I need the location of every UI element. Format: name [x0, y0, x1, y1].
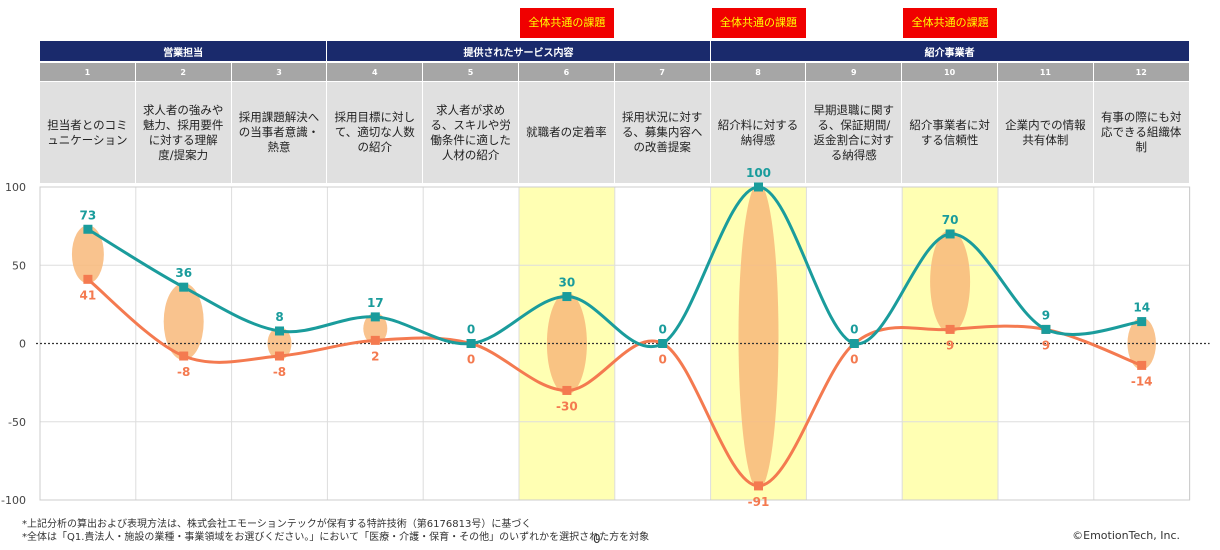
y-tick-label: 0 [19, 338, 26, 351]
teal-value-label: 14 [1133, 301, 1150, 315]
footnote-1: *上記分析の算出および表現方法は、株式会社エモーションテックが保有する特許技術（… [22, 519, 532, 530]
orange-value-label: -14 [1131, 374, 1153, 388]
gap-ellipse [930, 229, 971, 334]
data-point [179, 282, 189, 292]
group-header: 提供されたサービス内容 [327, 41, 711, 61]
teal-value-label: 73 [80, 208, 97, 222]
column-number: 1 [40, 63, 136, 81]
teal-value-label: 0 [850, 323, 858, 337]
category-label: 求人者の強みや魅力、採用要件に対する理解度/提案力 [135, 82, 232, 183]
gap-ellipse [363, 312, 388, 345]
category-label: 求人者が求める、スキルや労働条件に適した人材の紹介 [423, 82, 519, 183]
teal-value-label: 70 [942, 213, 959, 227]
group-header: 営業担当 [40, 41, 328, 61]
data-point [562, 292, 572, 302]
data-point [849, 339, 859, 348]
column-number: 11 [998, 63, 1094, 81]
data-point [466, 339, 476, 348]
group-header: 紹介事業者 [710, 41, 1190, 61]
data-point [1041, 324, 1051, 334]
gap-ellipse [267, 326, 292, 361]
orange-value-label: -8 [273, 365, 286, 379]
category-label: 企業内での情報共有体制 [998, 82, 1094, 183]
data-point [1137, 317, 1147, 327]
teal-value-label: 36 [175, 266, 192, 280]
y-tick-label: 100 [5, 181, 26, 194]
teal-value-label: 17 [367, 296, 384, 310]
orange-value-label: 9 [1042, 338, 1050, 352]
zero-mark: 0 [593, 532, 601, 546]
common-issue-badge: 全体共通の課題 [903, 8, 998, 38]
orange-value-label: 2 [371, 349, 379, 363]
gap-ellipse [71, 225, 104, 284]
category-label: 早期退職に関する、保証期間/返金割合に対する納得感 [806, 82, 903, 183]
footnote-2: *全体は「Q1.貴法人・施設の業種・事業領域をお選びください。」において「医療・… [22, 532, 650, 543]
orange-value-label: 0 [850, 353, 858, 367]
category-label: 担当者とのコミュニケーション [40, 82, 136, 183]
category-label: 採用課題解決への当事者意識・熱意 [231, 82, 328, 183]
copyright: ©EmotionTech, Inc. [1072, 529, 1180, 542]
data-point [83, 224, 93, 234]
teal-value-label: 0 [467, 323, 475, 337]
column-number: 4 [327, 63, 424, 81]
data-point [945, 324, 955, 334]
teal-value-label: 0 [659, 323, 667, 337]
orange-value-label: -91 [748, 495, 770, 509]
common-issue-badge: 全体共通の課題 [711, 8, 806, 38]
column-number: 6 [519, 63, 615, 81]
category-label: 採用目標に対して、適切な人数の紹介 [327, 82, 424, 183]
orange-value-label: 9 [946, 338, 954, 352]
column-number: 5 [423, 63, 519, 81]
column-number: 8 [710, 63, 807, 81]
data-point [370, 335, 380, 345]
orange-value-label: -30 [556, 399, 578, 413]
orange-value-label: -8 [177, 365, 190, 379]
category-label: 就職者の定着率 [519, 82, 615, 183]
data-point [754, 182, 763, 192]
column-number: 7 [614, 63, 711, 81]
data-point [658, 339, 668, 348]
data-point [83, 274, 93, 284]
teal-value-label: 9 [1042, 308, 1050, 322]
category-label: 紹介料に対する納得感 [710, 82, 807, 183]
data-point [275, 326, 284, 336]
data-point [370, 312, 380, 322]
orange-value-label: 41 [80, 288, 97, 302]
y-tick-label: -50 [8, 416, 26, 429]
teal-value-label: 8 [275, 310, 283, 324]
gap-ellipse [163, 283, 204, 361]
column-number: 3 [231, 63, 328, 81]
column-number: 2 [135, 63, 232, 81]
y-tick-label: -100 [1, 494, 26, 507]
common-issue-badge: 全体共通の課題 [519, 8, 614, 38]
y-tick-label: 50 [12, 259, 26, 272]
category-label: 有事の際にも対応できる組織体制 [1093, 82, 1190, 183]
category-label: 採用状況に対する、募集内容への改善提案 [614, 82, 711, 183]
column-number: 12 [1093, 63, 1190, 81]
data-point [179, 351, 189, 361]
teal-value-label: 100 [746, 166, 771, 180]
gap-ellipse [546, 292, 587, 395]
teal-value-label: 30 [559, 276, 576, 290]
column-number: 9 [806, 63, 903, 81]
orange-value-label: 0 [659, 353, 667, 367]
category-label: 紹介事業者に対する信頼性 [902, 82, 998, 183]
data-point [275, 351, 284, 361]
data-point [945, 229, 955, 239]
data-point [1137, 360, 1147, 370]
data-point [754, 481, 763, 491]
data-point [562, 385, 572, 395]
orange-value-label: 0 [467, 353, 475, 367]
gap-ellipse [738, 182, 779, 490]
column-number: 10 [902, 63, 998, 81]
